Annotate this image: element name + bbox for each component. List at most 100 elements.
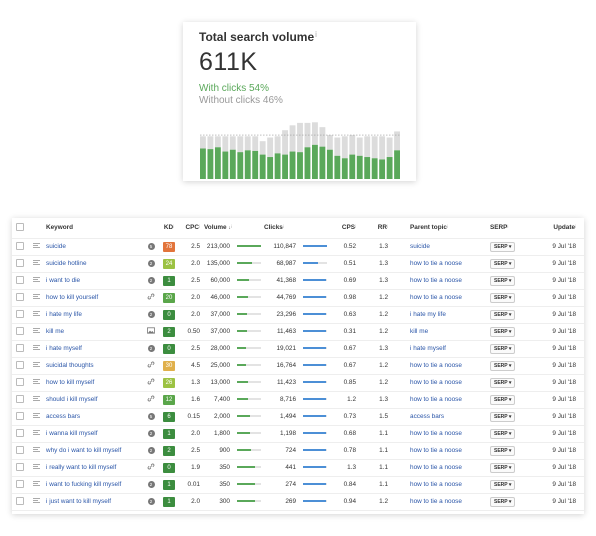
cps-column-header[interactable]: CPSi (328, 218, 359, 239)
keyword-link[interactable]: should i kill myself (46, 396, 98, 403)
cpc-column-header[interactable]: CPCi (180, 218, 202, 239)
keyword-link[interactable]: access bars (46, 413, 81, 420)
row-checkbox[interactable] (16, 411, 24, 420)
keyword-menu-icon[interactable] (32, 412, 40, 419)
keyword-link[interactable]: how to kill myself (46, 379, 95, 386)
keyword-column-header[interactable]: Keyword (44, 218, 144, 239)
rr-column-header[interactable]: RRi (358, 218, 391, 239)
parent-topic-link[interactable]: how to tie a noose (410, 464, 462, 471)
keyword-link[interactable]: how to kill yourself (46, 294, 99, 301)
keyword-link[interactable]: i really want to kill myself (46, 464, 117, 471)
row-checkbox[interactable] (16, 377, 24, 386)
serp-dropdown-button[interactable]: SERP ▾ (490, 258, 516, 269)
link-icon[interactable] (147, 395, 155, 402)
parent-topic-link[interactable]: how to tie a noose (410, 277, 462, 284)
parent-topic-link[interactable]: how to tie a noose (410, 379, 462, 386)
parent-topic-link[interactable]: suicide (410, 243, 430, 250)
keyword-menu-icon[interactable] (32, 242, 40, 249)
serp-dropdown-button[interactable]: SERP ▾ (490, 275, 516, 286)
parent-topic-link[interactable]: how to tie a noose (410, 430, 462, 437)
image-icon[interactable] (147, 327, 155, 334)
serp-features-count-badge[interactable]: 5 (147, 243, 155, 250)
parent-topic-link[interactable]: how to tie a noose (410, 498, 462, 505)
row-checkbox[interactable] (16, 343, 24, 352)
row-checkbox[interactable] (16, 275, 24, 284)
serp-dropdown-button[interactable]: SERP ▾ (490, 411, 516, 422)
parent-topic-link[interactable]: access bars (410, 413, 445, 420)
parent-topic-column-header[interactable]: Parent topici (408, 218, 489, 239)
serp-dropdown-button[interactable]: SERP ▾ (490, 496, 516, 507)
parent-topic-link[interactable]: i hate myself (410, 345, 446, 352)
keyword-link[interactable]: i hate myself (46, 345, 82, 352)
parent-topic-link[interactable]: how to tie a noose (410, 396, 462, 403)
keyword-link[interactable]: i want to fucking kill myself (46, 481, 122, 488)
row-checkbox[interactable] (16, 360, 24, 369)
row-checkbox[interactable] (16, 496, 24, 505)
update-column-header[interactable]: Updatei (532, 218, 585, 239)
row-checkbox[interactable] (16, 428, 24, 437)
parent-topic-link[interactable]: kill me (410, 328, 429, 335)
keyword-link[interactable]: kill me (46, 328, 65, 335)
link-icon[interactable] (147, 463, 155, 470)
link-icon[interactable] (147, 293, 155, 300)
serp-features-count-badge[interactable]: 5 (147, 413, 155, 420)
keyword-menu-icon[interactable] (32, 276, 40, 283)
keyword-link[interactable]: i just want to kill myself (46, 498, 111, 505)
serp-features-count-badge[interactable]: 2 (147, 430, 155, 437)
parent-topic-link[interactable]: how to tie a noose (410, 481, 462, 488)
parent-topic-link[interactable]: how to tie a noose (410, 294, 462, 301)
select-all-checkbox[interactable] (16, 222, 24, 231)
keyword-menu-icon[interactable] (32, 463, 40, 470)
serp-features-count-badge[interactable]: 2 (147, 481, 155, 488)
serp-dropdown-button[interactable]: SERP ▾ (490, 428, 516, 439)
serp-dropdown-button[interactable]: SERP ▾ (490, 292, 516, 303)
row-checkbox[interactable] (16, 462, 24, 471)
link-icon[interactable] (147, 361, 155, 368)
parent-topic-link[interactable]: i hate my life (410, 311, 446, 318)
row-checkbox[interactable] (16, 394, 24, 403)
info-icon[interactable]: i (315, 30, 317, 39)
serp-column-header[interactable]: SERPi (488, 218, 533, 239)
serp-features-count-badge[interactable]: 2 (147, 311, 155, 318)
serp-dropdown-button[interactable]: SERP ▾ (490, 394, 516, 405)
parent-topic-link[interactable]: how to tie a noose (410, 260, 462, 267)
serp-dropdown-button[interactable]: SERP ▾ (490, 445, 516, 456)
row-checkbox[interactable] (16, 241, 24, 250)
link-icon[interactable] (147, 378, 155, 385)
clicks-column-header[interactable]: Clicksi (262, 218, 329, 239)
keyword-menu-icon[interactable] (32, 446, 40, 453)
keyword-link[interactable]: suicide (46, 243, 66, 250)
keyword-menu-icon[interactable] (32, 344, 40, 351)
serp-dropdown-button[interactable]: SERP ▾ (490, 326, 516, 337)
keyword-menu-icon[interactable] (32, 361, 40, 368)
serp-features-count-badge[interactable]: 2 (147, 498, 155, 505)
serp-dropdown-button[interactable]: SERP ▾ (490, 462, 516, 473)
parent-topic-link[interactable]: how to tie a noose (410, 362, 462, 369)
keyword-menu-icon[interactable] (32, 480, 40, 487)
keyword-menu-icon[interactable] (32, 429, 40, 436)
keyword-link[interactable]: suicidal thoughts (46, 362, 94, 369)
keyword-menu-icon[interactable] (32, 310, 40, 317)
serp-dropdown-button[interactable]: SERP ▾ (490, 309, 516, 320)
keyword-menu-icon[interactable] (32, 327, 40, 334)
serp-features-count-badge[interactable]: 2 (147, 260, 155, 267)
keyword-link[interactable]: i want to die (46, 277, 81, 284)
keyword-menu-icon[interactable] (32, 395, 40, 402)
keyword-menu-icon[interactable] (32, 378, 40, 385)
keyword-link[interactable]: i hate my life (46, 311, 82, 318)
keyword-menu-icon[interactable] (32, 293, 40, 300)
serp-dropdown-button[interactable]: SERP ▾ (490, 377, 516, 388)
keyword-link[interactable]: why do i want to kill myself (46, 447, 122, 454)
parent-topic-link[interactable]: how to tie a noose (410, 447, 462, 454)
row-checkbox[interactable] (16, 292, 24, 301)
kd-column-header[interactable]: KDi (158, 218, 180, 239)
row-checkbox[interactable] (16, 479, 24, 488)
serp-dropdown-button[interactable]: SERP ▾ (490, 241, 516, 252)
serp-features-count-badge[interactable]: 2 (147, 345, 155, 352)
row-checkbox[interactable] (16, 258, 24, 267)
keyword-menu-icon[interactable] (32, 259, 40, 266)
row-checkbox[interactable] (16, 309, 24, 318)
serp-dropdown-button[interactable]: SERP ▾ (490, 479, 516, 490)
serp-dropdown-button[interactable]: SERP ▾ (490, 343, 516, 354)
row-checkbox[interactable] (16, 326, 24, 335)
